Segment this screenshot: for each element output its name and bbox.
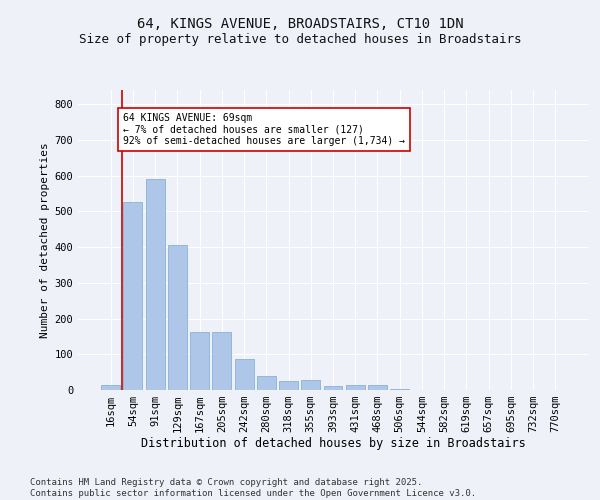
Bar [168,246,187,390]
Text: 64 KINGS AVENUE: 69sqm
← 7% of detached houses are smaller (127)
92% of semi-det: 64 KINGS AVENUE: 69sqm ← 7% of detached … [123,113,405,146]
Y-axis label: Number of detached properties: Number of detached properties [40,142,50,338]
Bar [101,386,120,390]
Text: 64, KINGS AVENUE, BROADSTAIRS, CT10 1DN: 64, KINGS AVENUE, BROADSTAIRS, CT10 1DN [137,18,463,32]
Bar [390,388,409,390]
Bar [257,376,276,390]
Text: Contains HM Land Registry data © Crown copyright and database right 2025.
Contai: Contains HM Land Registry data © Crown c… [30,478,476,498]
Bar [279,381,298,390]
Bar [323,386,343,390]
Bar [146,178,164,390]
Bar [368,386,387,390]
Bar [346,386,365,390]
Bar [212,332,231,390]
Bar [190,332,209,390]
Bar [124,202,142,390]
Bar [235,358,254,390]
Bar [301,380,320,390]
Text: Size of property relative to detached houses in Broadstairs: Size of property relative to detached ho… [79,32,521,46]
X-axis label: Distribution of detached houses by size in Broadstairs: Distribution of detached houses by size … [140,436,526,450]
